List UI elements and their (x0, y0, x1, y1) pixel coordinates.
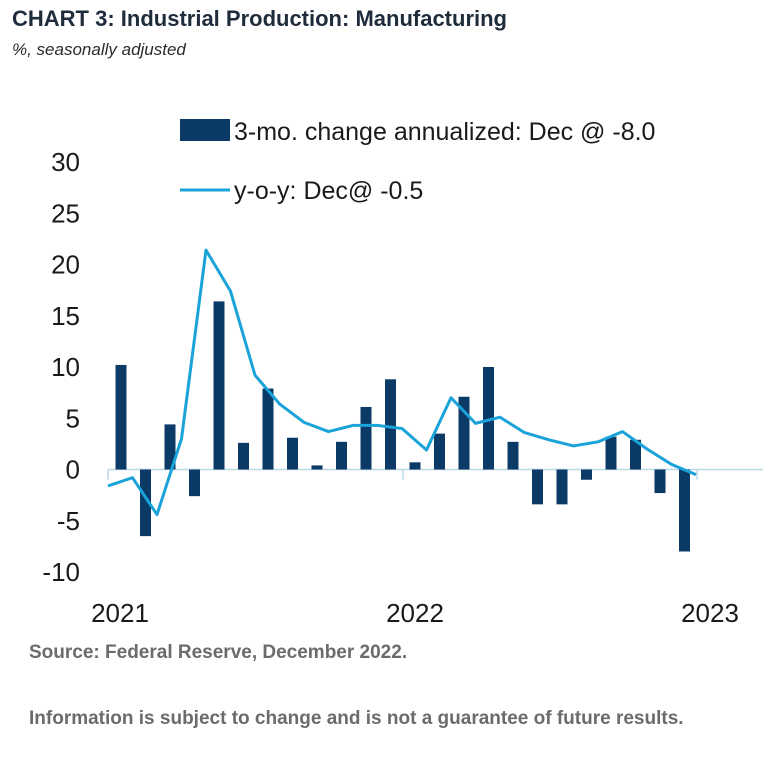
y-tick-label: 30 (51, 147, 80, 177)
bar (605, 436, 617, 470)
bar (262, 388, 274, 470)
y-tick-label: -5 (57, 506, 80, 536)
bar (507, 441, 519, 470)
bar (409, 462, 421, 470)
y-tick-label: 5 (66, 403, 80, 433)
y-axis: 30 25 20 15 10 5 0 -5 -10 (42, 147, 80, 587)
bar (360, 406, 372, 470)
yoy-line (107, 248, 697, 517)
x-tick-label: 2022 (386, 598, 444, 628)
bar (556, 469, 568, 505)
y-tick-label: 10 (51, 352, 80, 382)
bar (311, 465, 323, 470)
y-tick-label: -10 (42, 557, 80, 587)
bar (115, 364, 127, 470)
bar (581, 469, 592, 480)
chart-canvas: 3-mo. change annualized: Dec @ -8.0 y-o-… (42, 118, 763, 628)
bar (434, 433, 445, 470)
legend-bar-swatch (180, 119, 230, 141)
bar (654, 469, 666, 494)
bar (287, 437, 298, 470)
bar (532, 469, 543, 505)
chart-title: CHART 3: Industrial Production: Manufact… (12, 6, 507, 31)
bar (238, 442, 249, 470)
chart-subtitle: %, seasonally adjusted (12, 40, 186, 59)
bar (630, 439, 641, 470)
source-note: Source: Federal Reserve, December 2022. (29, 642, 408, 663)
bar (679, 469, 690, 552)
bar (140, 469, 151, 537)
y-tick-label: 15 (51, 301, 80, 331)
bar (458, 396, 470, 470)
bar (385, 379, 396, 470)
x-tick-label: 2023 (681, 598, 739, 628)
legend-bar-label: 3-mo. change annualized: Dec @ -8.0 (234, 118, 655, 146)
bar (336, 441, 347, 470)
x-tick-label: 2021 (91, 598, 149, 628)
line-series (107, 248, 697, 517)
legend-line-label: y-o-y: Dec@ -0.5 (234, 177, 423, 205)
bar (189, 469, 200, 497)
disclaimer-note: Information is subject to change and is … (29, 708, 684, 729)
y-tick-label: 20 (51, 250, 80, 280)
y-tick-label: 25 (51, 198, 80, 228)
bar (213, 301, 225, 470)
x-axis: 2021 2022 2023 (91, 598, 739, 628)
bar (483, 367, 494, 470)
bar-series (115, 301, 690, 552)
bar (164, 424, 176, 470)
y-tick-label: 0 (66, 455, 80, 485)
legend: 3-mo. change annualized: Dec @ -8.0 y-o-… (180, 118, 655, 205)
